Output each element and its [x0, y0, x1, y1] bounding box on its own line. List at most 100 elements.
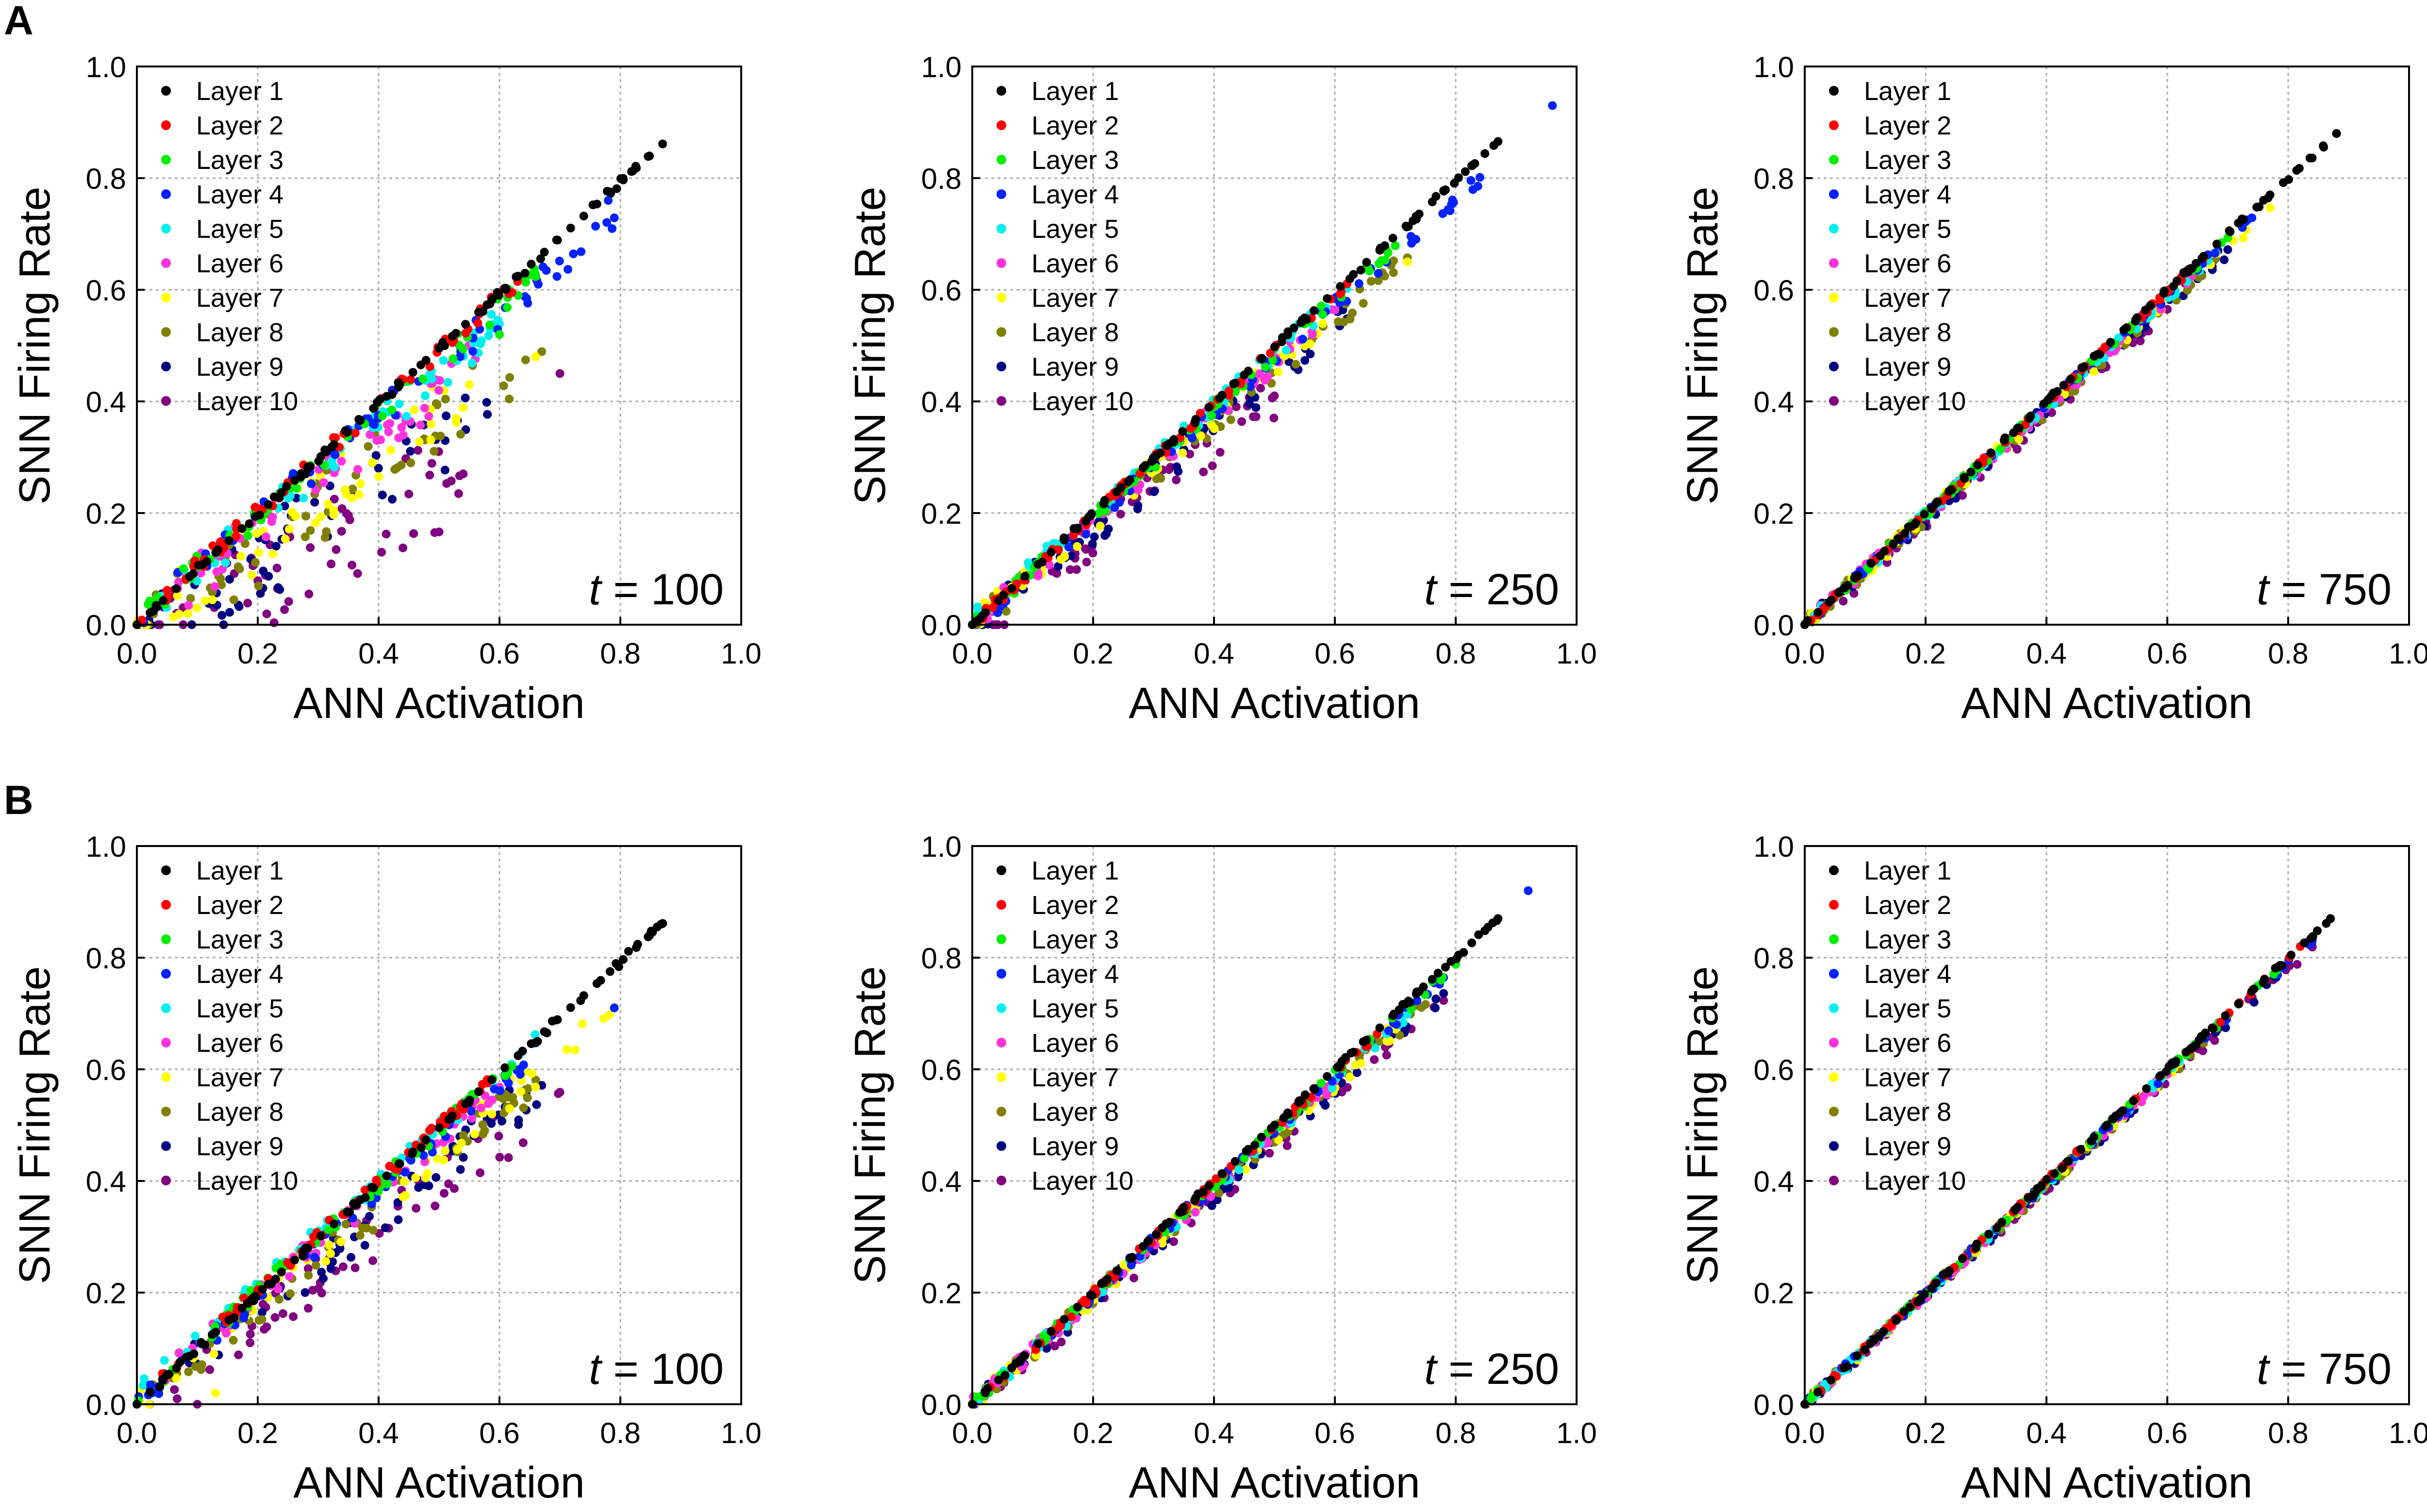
data-point-layer-6: [274, 1284, 283, 1294]
data-point-layer-10: [2198, 1046, 2208, 1055]
data-point-layer-3: [1316, 301, 1326, 311]
data-point-layer-1: [211, 548, 220, 557]
data-point-layer-7: [324, 499, 333, 509]
data-point-layer-5: [299, 494, 308, 503]
data-point-layer-10: [518, 1138, 528, 1147]
x-tick-label: 0.4: [1194, 637, 1234, 670]
data-point-layer-9: [393, 1198, 402, 1207]
data-point-layer-8: [368, 1226, 378, 1235]
data-point-layer-1: [349, 1199, 358, 1208]
data-point-layer-9: [456, 1165, 465, 1174]
data-point-layer-3: [179, 564, 188, 573]
data-point-layer-1: [1441, 185, 1450, 195]
scatter-points: [968, 886, 1533, 1409]
data-point-layer-9: [371, 451, 381, 460]
data-point-layer-7: [316, 512, 325, 521]
legend-label-layer-5: Layer 5: [196, 994, 283, 1023]
data-point-layer-1: [277, 488, 286, 497]
data-point-layer-1: [1217, 1169, 1227, 1178]
data-point-layer-9: [310, 498, 319, 507]
data-point-layer-1: [1270, 1120, 1279, 1130]
data-point-layer-10: [353, 569, 362, 578]
legend-marker-layer-5: [161, 224, 171, 233]
x-tick-label: 0.2: [1905, 637, 1945, 670]
data-point-layer-9: [1207, 1201, 1216, 1210]
data-point-layer-8: [432, 400, 442, 410]
data-point-layer-1: [2226, 227, 2235, 236]
data-point-layer-1: [1270, 342, 1279, 351]
data-point-layer-1: [1230, 379, 1240, 388]
data-point-layer-4: [555, 256, 564, 266]
data-point-layer-1: [2194, 1035, 2204, 1045]
y-tick-label: 0.0: [921, 609, 962, 642]
data-point-layer-9: [1233, 1172, 1243, 1181]
y-tick-label: 0.2: [921, 1277, 962, 1310]
data-point-layer-10: [2293, 960, 2302, 969]
data-point-layer-7: [1305, 339, 1314, 349]
legend-marker-layer-4: [997, 189, 1006, 199]
y-tick-label: 1.0: [86, 51, 126, 83]
x-axis-label: ANN Activation: [1129, 1459, 1420, 1507]
data-point-layer-1: [1973, 461, 1982, 470]
data-point-layer-6: [477, 1103, 486, 1113]
data-point-layer-6: [1191, 1208, 1200, 1217]
legend-marker-layer-10: [997, 396, 1006, 406]
data-point-layer-1: [2260, 975, 2269, 984]
data-point-layer-6: [196, 568, 205, 578]
data-point-layer-5: [160, 1356, 169, 1365]
data-point-layer-7: [562, 1045, 571, 1054]
x-tick-label: 0.0: [952, 637, 992, 670]
data-point-layer-2: [360, 1185, 369, 1195]
data-point-layer-4: [2247, 213, 2257, 222]
legend-marker-layer-7: [1829, 293, 1839, 302]
time-value: = 750: [2269, 1345, 2392, 1394]
data-point-layer-3: [1094, 509, 1103, 518]
data-point-layer-9: [1439, 989, 1448, 998]
legend-label-layer-6: Layer 6: [196, 249, 283, 278]
data-point-layer-1: [2066, 375, 2075, 383]
legend-marker-layer-6: [1829, 1038, 1839, 1047]
data-point-layer-2: [1266, 349, 1275, 358]
data-point-layer-6: [434, 386, 443, 395]
legend-label-layer-4: Layer 4: [196, 180, 283, 209]
data-point-layer-3: [1268, 355, 1278, 365]
data-point-layer-1: [356, 416, 365, 425]
data-point-layer-2: [385, 1162, 394, 1171]
data-point-layer-1: [448, 1111, 457, 1120]
data-point-layer-6: [184, 601, 193, 610]
x-tick-label: 0.6: [479, 1417, 519, 1449]
data-point-layer-9: [1133, 504, 1142, 514]
time-annotation: t = 250: [1424, 565, 1559, 614]
data-point-layer-1: [1927, 504, 1936, 513]
data-point-layer-1: [514, 271, 523, 281]
data-point-layer-10: [1265, 1148, 1274, 1158]
data-point-layer-1: [1433, 968, 1443, 978]
data-point-layer-1: [2155, 1072, 2164, 1081]
y-tick-label: 0.6: [1754, 274, 1794, 307]
legend: Layer 1 Layer 2 Layer 3 Layer 4 Layer 5 Layer…: [997, 856, 1133, 1196]
data-point-layer-1: [2273, 963, 2282, 972]
data-point-layer-1: [1191, 1193, 1200, 1202]
y-tick-label: 0.8: [1754, 942, 1794, 975]
data-point-layer-5: [221, 558, 230, 567]
legend-marker-layer-8: [997, 327, 1006, 337]
data-point-layer-6: [285, 1272, 294, 1281]
legend-marker-layer-2: [161, 900, 171, 910]
y-tick-label: 0.6: [86, 274, 126, 307]
data-point-layer-1: [224, 1315, 233, 1325]
legend-marker-layer-10: [1829, 1176, 1839, 1185]
data-point-layer-7: [356, 479, 365, 488]
data-point-layer-1: [2024, 1193, 2033, 1202]
data-point-layer-3: [1436, 976, 1446, 985]
y-tick-label: 0.6: [1754, 1054, 1794, 1086]
data-point-layer-7: [1207, 420, 1216, 429]
data-point-layer-4: [1374, 269, 1383, 278]
data-point-layer-10: [350, 1263, 360, 1272]
data-point-layer-5: [283, 494, 293, 503]
legend-marker-layer-4: [997, 969, 1006, 979]
data-point-layer-1: [1984, 1230, 1994, 1239]
data-point-layer-10: [377, 548, 386, 557]
data-point-layer-1: [1356, 266, 1365, 275]
legend-marker-layer-1: [161, 86, 171, 96]
data-point-layer-1: [421, 356, 431, 365]
